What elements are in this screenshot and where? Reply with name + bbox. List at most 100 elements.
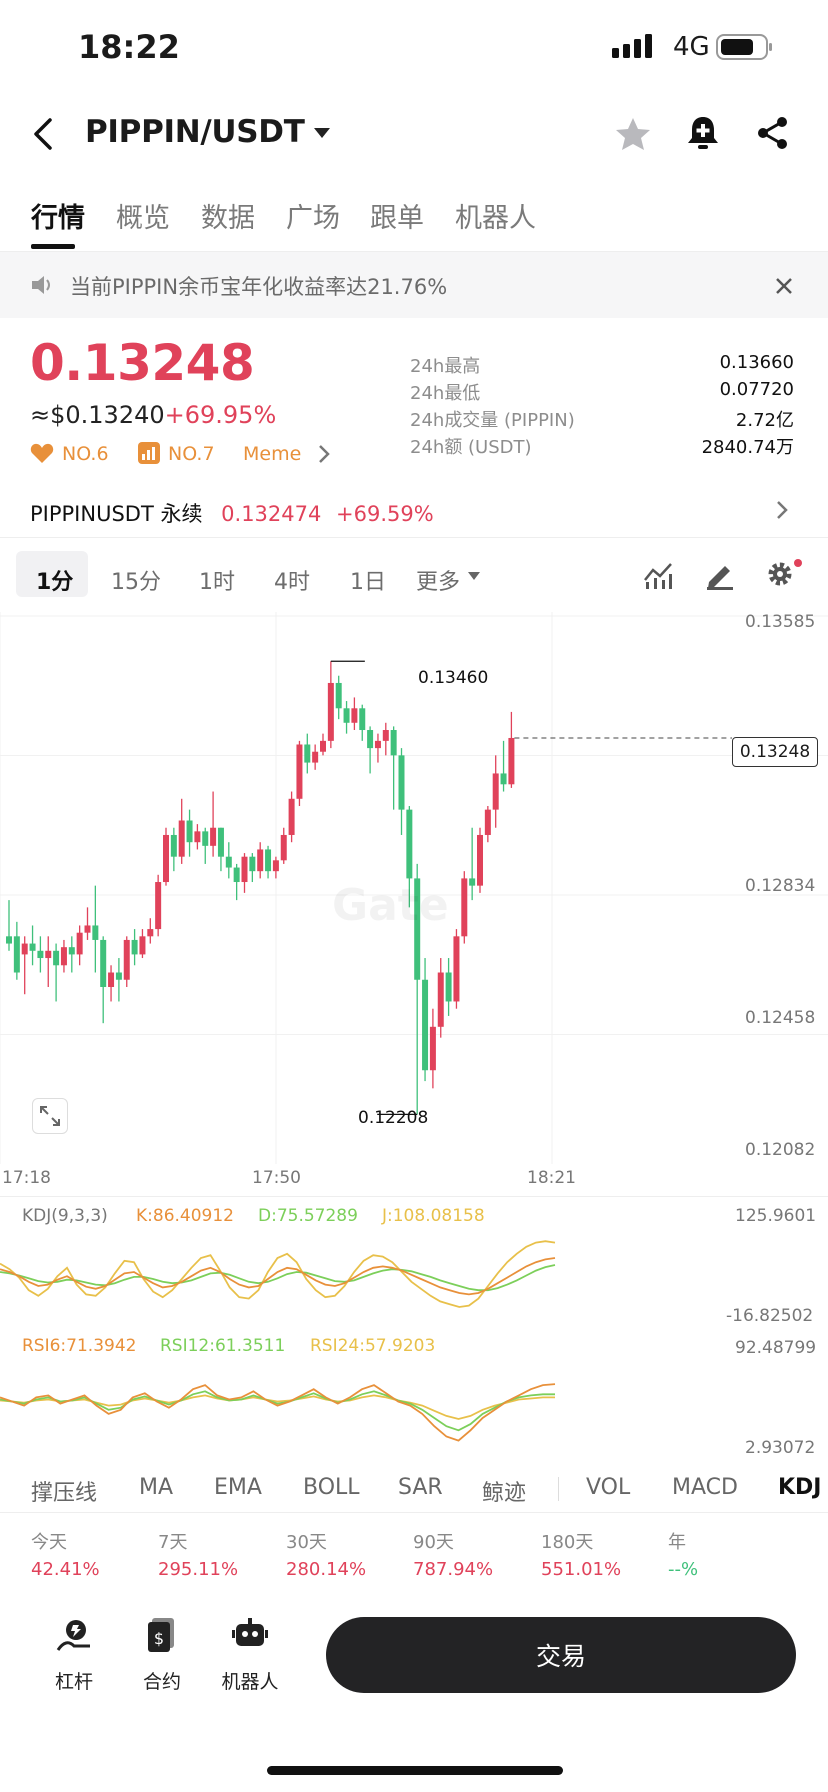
- candle-body: [390, 730, 397, 756]
- expand-icon: [40, 1106, 60, 1126]
- indicator-tab[interactable]: 鲸迹: [482, 1481, 527, 1506]
- candle-body: [304, 744, 311, 763]
- alert-bell-icon[interactable]: [686, 114, 720, 152]
- contract-icon[interactable]: $: [146, 1618, 176, 1652]
- price-change: +69.95%: [164, 401, 277, 429]
- home-indicator[interactable]: [267, 1766, 563, 1775]
- tab-square[interactable]: 广场: [286, 203, 340, 234]
- indicator-tab[interactable]: SAR: [398, 1475, 443, 1500]
- meme-tag[interactable]: Meme: [243, 443, 302, 465]
- nav-bot[interactable]: 机器人: [221, 1671, 279, 1693]
- timeframe-1d[interactable]: 1日: [350, 570, 386, 595]
- indicator-chart-icon[interactable]: [643, 560, 673, 590]
- return-label: 7天: [158, 1532, 188, 1553]
- rank-badge-2[interactable]: NO.7: [168, 443, 215, 465]
- timeframe-1h[interactable]: 1时: [199, 570, 235, 595]
- return-label: 90天: [413, 1532, 454, 1553]
- candle-body: [320, 740, 326, 752]
- indicator-tab[interactable]: EMA: [214, 1475, 262, 1500]
- candle-body: [382, 730, 389, 741]
- return-label: 年: [668, 1532, 686, 1553]
- tab-separator: [558, 1477, 559, 1501]
- last-price: 0.13248: [30, 334, 255, 392]
- candle-body: [225, 856, 232, 868]
- perp-price: 0.132474: [221, 502, 322, 526]
- trade-button[interactable]: 交易: [326, 1617, 796, 1693]
- indicator-tab[interactable]: MA: [139, 1475, 174, 1500]
- tab-bot[interactable]: 机器人: [455, 203, 536, 234]
- candle-body: [461, 878, 468, 937]
- candle-body: [29, 943, 36, 951]
- nav-contract[interactable]: 合约: [142, 1671, 181, 1693]
- candlestick-chart[interactable]: [0, 612, 828, 1164]
- share-icon[interactable]: [756, 116, 790, 150]
- chart-rank-icon: [138, 442, 160, 464]
- fullscreen-button[interactable]: [32, 1098, 68, 1134]
- stat-amount-label: 24h额 (USDT): [410, 437, 532, 458]
- candle-body: [508, 737, 515, 785]
- caret-down-icon[interactable]: [314, 128, 330, 140]
- tab-copy-trade[interactable]: 跟单: [370, 203, 424, 234]
- candle-body: [469, 878, 476, 886]
- rank-badge-1[interactable]: NO.6: [62, 443, 109, 465]
- indicator-tab[interactable]: 撑压线: [31, 1481, 98, 1506]
- y-tick: 0.12834: [745, 876, 816, 896]
- rsi6-line: [0, 1383, 556, 1442]
- candle-body: [296, 744, 303, 799]
- return-value: 280.14%: [286, 1559, 367, 1580]
- stat-low-label: 24h最低: [410, 383, 481, 404]
- more-caret-icon[interactable]: [468, 572, 480, 581]
- candle-body: [484, 809, 491, 835]
- leverage-icon[interactable]: [56, 1618, 92, 1652]
- timeframe-15m[interactable]: 15分: [111, 570, 161, 595]
- star-icon[interactable]: [614, 116, 652, 152]
- timeframe-1m[interactable]: 1分: [36, 570, 74, 595]
- indicator-tab[interactable]: BOLL: [303, 1475, 360, 1500]
- chevron-right-icon[interactable]: [318, 444, 330, 464]
- high-marker-label: 0.13460: [418, 668, 489, 688]
- tab-overview[interactable]: 概览: [116, 203, 170, 234]
- stat-volume-label: 24h成交量 (PIPPIN): [410, 410, 575, 431]
- stat-high-label: 24h最高: [410, 356, 481, 377]
- candle-body: [6, 936, 12, 944]
- candle-body: [108, 972, 115, 987]
- candle-body: [445, 972, 452, 1002]
- stat-low-value: 0.07720: [719, 379, 794, 400]
- nav-leverage[interactable]: 杠杆: [54, 1671, 93, 1693]
- perp-name: PIPPINUSDT 永续: [30, 502, 203, 526]
- tab-market[interactable]: 行情: [31, 203, 85, 234]
- return-value: 295.11%: [158, 1559, 239, 1580]
- candle-body: [155, 882, 162, 930]
- indicator-tab-active[interactable]: KDJ: [778, 1475, 822, 1500]
- back-arrow-icon[interactable]: [30, 116, 56, 152]
- robot-icon[interactable]: [232, 1618, 268, 1650]
- pair-title[interactable]: PIPPIN/USDT: [85, 114, 305, 150]
- return-label: 今天: [31, 1532, 67, 1553]
- return-value: 787.94%: [413, 1559, 494, 1580]
- candle-body: [249, 856, 256, 872]
- tab-data[interactable]: 数据: [201, 203, 255, 234]
- candle-body: [257, 849, 264, 872]
- settings-gear-icon[interactable]: [766, 558, 802, 590]
- draw-pencil-icon[interactable]: [705, 560, 735, 590]
- perp-row[interactable]: PIPPINUSDT 永续 0.132474 +69.59%: [30, 498, 434, 528]
- candle-body: [500, 773, 507, 785]
- indicator-tab[interactable]: MACD: [672, 1475, 738, 1500]
- candle-body: [53, 950, 60, 966]
- candle-body: [351, 708, 358, 723]
- promo-banner[interactable]: [0, 252, 828, 318]
- y-tick: 0.13585: [745, 612, 816, 632]
- timeframe-more[interactable]: 更多: [416, 570, 461, 595]
- y-tick: 0.12458: [745, 1008, 816, 1028]
- candle-body: [37, 950, 44, 959]
- timeframe-4h[interactable]: 4时: [274, 570, 310, 595]
- candle-body: [280, 834, 287, 861]
- indicator-tab[interactable]: VOL: [586, 1475, 631, 1500]
- candle-body: [359, 708, 366, 731]
- y-tick: 0.12082: [745, 1140, 816, 1160]
- close-icon[interactable]: [774, 276, 794, 296]
- divider: [0, 1512, 828, 1513]
- perp-chevron-right-icon[interactable]: [776, 500, 788, 520]
- watermark-logo: Gate: [332, 880, 449, 931]
- kdj-label: KDJ(9,3,3): [22, 1206, 108, 1226]
